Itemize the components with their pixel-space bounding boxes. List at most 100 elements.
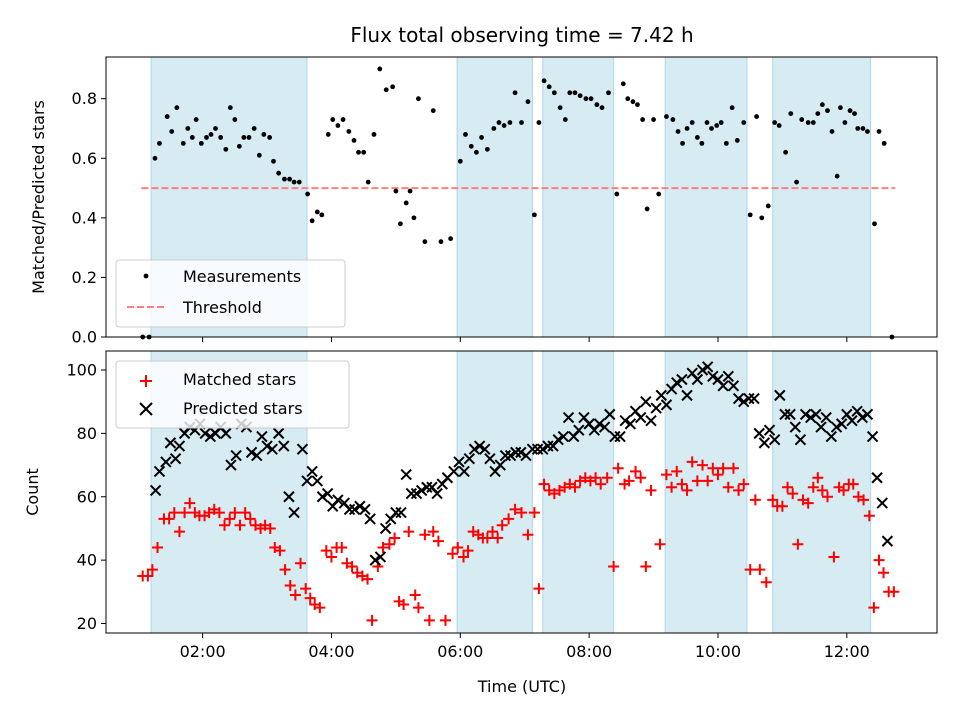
predicted-stars-point-23 bbox=[266, 443, 278, 455]
measurement-point-35 bbox=[319, 212, 325, 218]
measurement-point-128 bbox=[834, 173, 840, 179]
predicted-stars-point-91 bbox=[624, 418, 637, 430]
predicted-stars-point-16 bbox=[230, 449, 242, 462]
counts-ytick-label-3: 80 bbox=[77, 424, 97, 443]
predicted-stars-point-122 bbox=[784, 408, 796, 421]
counts-legend: Matched stars Predicted stars bbox=[115, 360, 350, 429]
ratio-ytick-label-4: 0.8 bbox=[72, 89, 97, 108]
predicted-stars-point-69 bbox=[509, 446, 522, 459]
matched-stars-point-31 bbox=[295, 557, 307, 569]
counts-ytick-label-0: 20 bbox=[77, 614, 97, 633]
matched-stars-point-63 bbox=[462, 545, 474, 557]
measurement-point-46 bbox=[377, 66, 383, 72]
predicted-stars-point-118 bbox=[763, 424, 776, 436]
predicted-stars-point-96 bbox=[650, 402, 662, 414]
measurement-point-4 bbox=[164, 114, 170, 119]
measurement-point-103 bbox=[699, 140, 705, 146]
matched-stars-point-36 bbox=[320, 545, 332, 557]
measurement-point-16 bbox=[223, 146, 229, 152]
matched-stars-point-19 bbox=[234, 519, 246, 531]
legend-predicted-label: Predicted stars bbox=[183, 399, 303, 418]
predicted-stars-point-15 bbox=[225, 459, 237, 471]
matched-stars-point-126 bbox=[802, 497, 814, 509]
predicted-stars-point-124 bbox=[794, 434, 807, 446]
matched-stars-point-52 bbox=[403, 526, 415, 538]
matched-stars-point-35 bbox=[314, 602, 326, 614]
matched-stars-point-133 bbox=[838, 484, 850, 496]
counts-panel: 20 40 60 80 100 02:00 04:00 06:00 08:00 10:00 12:… bbox=[23, 350, 938, 696]
measurement-point-138 bbox=[881, 140, 887, 146]
predicted-stars-point-123 bbox=[789, 421, 801, 433]
predicted-stars-point-31 bbox=[311, 475, 324, 487]
measurement-point-38 bbox=[335, 123, 341, 128]
predicted-stars-point-87 bbox=[604, 408, 616, 421]
measurement-point-82 bbox=[583, 96, 589, 102]
matched-stars-point-37 bbox=[325, 551, 337, 563]
measurement-point-55 bbox=[422, 239, 428, 245]
matched-stars-point-45 bbox=[366, 614, 378, 626]
measurement-point-122 bbox=[805, 120, 811, 125]
measurement-point-81 bbox=[577, 93, 583, 99]
measurement-point-95 bbox=[656, 191, 662, 197]
predicted-stars-point-61 bbox=[468, 443, 481, 455]
matched-stars-point-1 bbox=[142, 570, 154, 582]
measurement-point-124 bbox=[815, 111, 821, 116]
predicted-stars-point-4 bbox=[169, 453, 182, 465]
x-tick-label-0: 02:00 bbox=[180, 642, 226, 661]
predicted-stars-point-37 bbox=[343, 503, 356, 516]
legend-measurements-marker bbox=[143, 273, 149, 279]
matched-stars-point-83 bbox=[569, 481, 581, 493]
predicted-stars-point-95 bbox=[645, 415, 657, 427]
measurement-point-125 bbox=[819, 102, 825, 108]
matched-stars-point-138 bbox=[863, 510, 875, 522]
matched-stars-point-129 bbox=[816, 484, 828, 496]
predicted-stars-point-129 bbox=[820, 411, 832, 424]
predicted-stars-point-93 bbox=[634, 411, 647, 424]
predicted-stars-point-22 bbox=[261, 440, 273, 452]
matched-stars-point-115 bbox=[744, 564, 756, 576]
ratio-ylabel: Matched/Predicted stars bbox=[29, 100, 48, 294]
predicted-stars-point-126 bbox=[805, 411, 817, 424]
predicted-stars-point-109 bbox=[717, 380, 729, 392]
measurement-point-60 bbox=[463, 132, 468, 137]
measurement-point-77 bbox=[557, 105, 563, 111]
predicted-stars-point-63 bbox=[479, 443, 491, 455]
predicted-stars-point-127 bbox=[810, 408, 822, 421]
measurement-point-70 bbox=[519, 120, 524, 125]
matched-stars-point-135 bbox=[847, 478, 859, 490]
predicted-stars-point-74 bbox=[537, 443, 549, 455]
measurement-point-3 bbox=[157, 140, 162, 146]
matched-stars-point-107 bbox=[702, 475, 714, 487]
matched-stars-point-75 bbox=[528, 507, 540, 519]
measurement-point-108 bbox=[723, 140, 729, 146]
predicted-stars-point-105 bbox=[696, 364, 709, 376]
predicted-stars-point-19 bbox=[245, 446, 258, 459]
measurement-point-59 bbox=[457, 158, 463, 164]
matched-stars-point-33 bbox=[304, 592, 316, 604]
matched-stars-point-116 bbox=[749, 494, 761, 506]
ratio-shaded-band-1 bbox=[456, 56, 533, 338]
matched-stars-point-74 bbox=[522, 529, 534, 541]
predicted-stars-point-41 bbox=[364, 513, 376, 525]
predicted-stars-point-113 bbox=[738, 395, 750, 408]
counts-axes-frame bbox=[105, 350, 938, 634]
measurement-point-23 bbox=[256, 152, 262, 158]
measurement-point-119 bbox=[788, 111, 794, 116]
ratio-legend-box bbox=[115, 259, 346, 328]
matched-stars-point-124 bbox=[792, 538, 804, 550]
chart-title: Flux total observing time = 7.42 h bbox=[350, 23, 693, 47]
predicted-stars-point-5 bbox=[173, 440, 186, 452]
measurement-point-129 bbox=[837, 105, 843, 111]
predicted-stars-point-3 bbox=[164, 437, 177, 449]
legend-matched-label: Matched stars bbox=[183, 370, 296, 389]
ratio-shaded-band-2 bbox=[542, 56, 615, 338]
predicted-stars-point-67 bbox=[499, 449, 512, 462]
measurement-point-80 bbox=[572, 90, 578, 96]
ratio-ytick-label-0: 0.0 bbox=[72, 328, 97, 347]
matched-stars-point-143 bbox=[888, 586, 900, 598]
predicted-stars-point-131 bbox=[830, 421, 843, 433]
predicted-stars-point-137 bbox=[861, 408, 874, 421]
measurement-point-106 bbox=[714, 123, 720, 128]
predicted-stars-point-97 bbox=[655, 389, 667, 402]
predicted-stars-point-110 bbox=[722, 370, 734, 383]
